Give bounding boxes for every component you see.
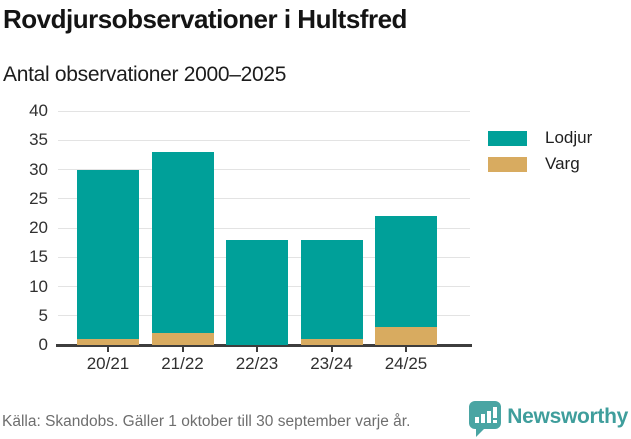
bar-segment-varg-21-22 (151, 333, 214, 345)
gridline-40 (58, 110, 470, 112)
y-tick-label: 20 (29, 218, 48, 237)
y-tick-label: 40 (29, 101, 48, 120)
x-axis-tick (181, 347, 184, 352)
legend-label-varg: Varg (545, 154, 580, 173)
bar-segment-varg-23-24 (300, 339, 363, 345)
x-tick-label: 22/23 (235, 354, 279, 373)
branding-name: Newsworthy (507, 405, 628, 428)
y-tick-label: 10 (29, 276, 48, 296)
bar-segment-lodjur-23-24 (300, 239, 363, 340)
y-tick-label: 15 (29, 247, 48, 267)
chart-subtitle: Antal observationer 2000–2025 (3, 63, 287, 86)
bar-segment-lodjur-24-25 (375, 216, 437, 328)
x-tick-label: 21/22 (161, 354, 204, 373)
bar-segment-varg-24-25 (375, 327, 437, 345)
x-axis-tick (330, 347, 333, 352)
gridline-20 (58, 227, 470, 229)
y-tick-label: 25 (29, 188, 48, 208)
gridline-35 (58, 139, 470, 141)
x-axis-tick (256, 347, 258, 352)
gridline-30 (58, 169, 470, 170)
x-axis-tick (107, 347, 109, 352)
y-tick-label: 0 (38, 335, 48, 354)
legend-swatch-varg (488, 157, 527, 172)
x-axis-tick (405, 347, 407, 352)
y-tick-label: 5 (38, 305, 48, 325)
x-tick-label: 24/25 (384, 354, 428, 373)
legend-swatch-lodjur (488, 131, 527, 146)
branding: Newsworthy (469, 401, 628, 437)
chart-title: Rovdjursobservationer i Hultsfred (3, 4, 407, 34)
bar-segment-varg-20-21 (77, 339, 139, 345)
x-tick-label: 20/21 (86, 354, 130, 373)
source-note: Källa: Skandobs. Gäller 1 oktober till 3… (2, 413, 411, 430)
legend-label-lodjur: Lodjur (545, 128, 593, 147)
y-tick-label: 35 (29, 130, 48, 150)
newsworthy-logo-icon (469, 401, 502, 437)
bar-segment-lodjur-20-21 (77, 169, 139, 340)
bar-segment-lodjur-22-23 (226, 239, 288, 345)
x-tick-label: 23/24 (310, 354, 353, 373)
y-tick-label: 30 (29, 159, 48, 179)
x-axis-line (56, 344, 472, 347)
bar-segment-lodjur-21-22 (151, 151, 214, 334)
gridline-25 (58, 198, 470, 200)
